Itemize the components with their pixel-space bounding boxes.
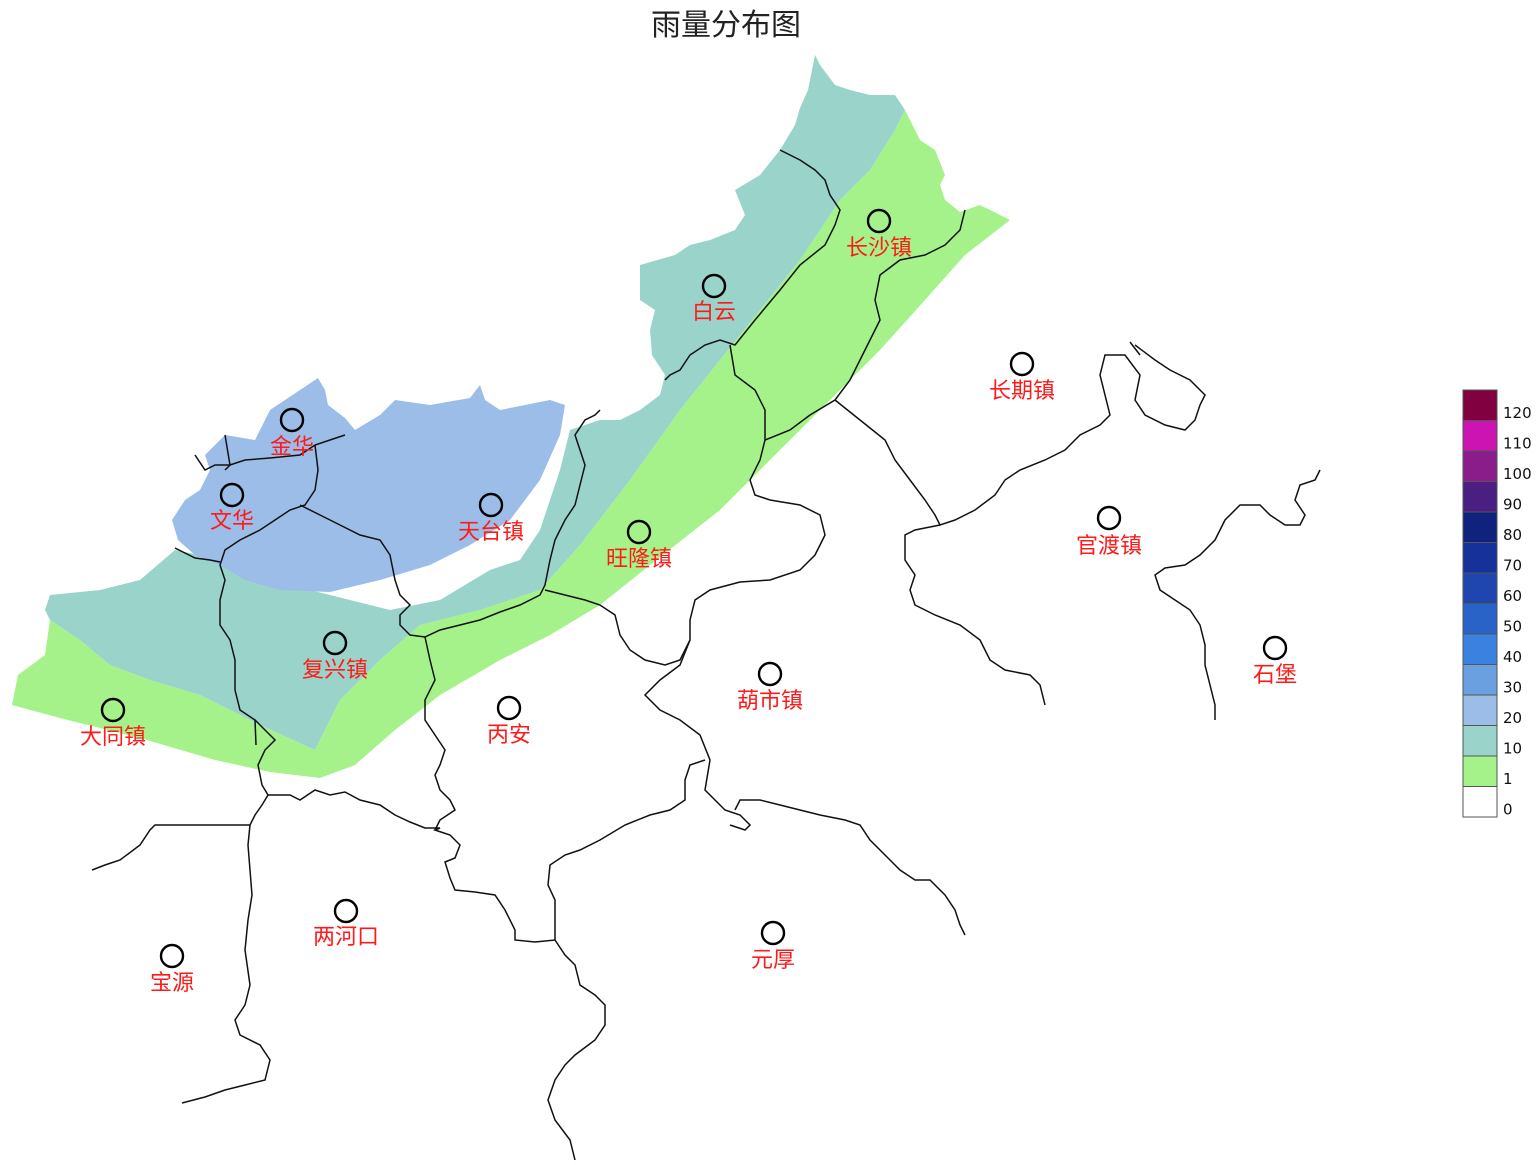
town-label-yuanhou: 元厚: [751, 948, 795, 973]
town-label-datong: 大同镇: [80, 725, 146, 750]
legend-swatch: [1462, 420, 1498, 452]
town-marker[interactable]: [626, 519, 652, 545]
town-label-jinhua: 金华: [270, 435, 314, 460]
legend-swatch: [1462, 481, 1498, 513]
legend-swatch: [1462, 511, 1498, 543]
town-label-baiyun: 白云: [692, 300, 736, 325]
legend-swatch: [1462, 664, 1498, 696]
legend-label: 90: [1503, 496, 1522, 514]
legend-swatch: [1462, 694, 1498, 726]
town-label-lianghekou: 两河口: [313, 925, 379, 950]
town-label-fuxing: 复兴镇: [302, 658, 368, 683]
town-label-wanglong: 旺隆镇: [606, 547, 672, 572]
legend-label: 80: [1503, 526, 1522, 544]
town-marker[interactable]: [219, 482, 245, 508]
legend-label: 0: [1503, 801, 1513, 819]
legend-label: 100: [1503, 465, 1532, 483]
rain-zone-green: [12, 110, 1010, 778]
legend-label: 30: [1503, 679, 1522, 697]
town-label-baoyuan: 宝源: [150, 971, 194, 996]
legend-label: 10: [1503, 740, 1522, 758]
legend-label: 1: [1503, 770, 1513, 788]
legend-label: 70: [1503, 557, 1522, 575]
town-label-hushi: 葫市镇: [737, 689, 803, 714]
town-marker[interactable]: [1096, 505, 1122, 531]
town-label-shibao: 石堡: [1253, 663, 1297, 688]
legend-swatch: [1462, 572, 1498, 604]
legend-swatch: [1462, 755, 1498, 787]
town-marker[interactable]: [322, 630, 348, 656]
town-label-changqi: 长期镇: [989, 379, 1055, 404]
legend-label: 110: [1503, 435, 1532, 453]
town-labels: 长沙镇 白云 长期镇 金华 文华 天台镇 旺隆镇 官渡镇 复兴镇 石堡 葫市镇 …: [80, 236, 1297, 996]
town-marker[interactable]: [496, 695, 522, 721]
town-markers: [100, 208, 1288, 969]
town-marker[interactable]: [478, 492, 504, 518]
town-label-wenhua: 文华: [210, 509, 254, 534]
legend-label: 60: [1503, 587, 1522, 605]
town-marker[interactable]: [760, 920, 786, 946]
town-label-bingan: 丙安: [487, 723, 531, 748]
town-marker[interactable]: [701, 273, 727, 299]
legend-label: 20: [1503, 709, 1522, 727]
town-marker[interactable]: [1262, 635, 1288, 661]
town-label-changsha: 长沙镇: [846, 236, 912, 261]
legend-label: 40: [1503, 648, 1522, 666]
town-marker[interactable]: [866, 208, 892, 234]
boundary-lines: [91, 149, 1321, 1161]
town-marker[interactable]: [757, 661, 783, 687]
legend-swatch: [1462, 725, 1498, 757]
legend-swatch: [1462, 603, 1498, 635]
legend-swatch: [1462, 786, 1498, 818]
legend-swatch: [1462, 633, 1498, 665]
town-marker[interactable]: [159, 943, 185, 969]
legend-label: 120: [1503, 404, 1532, 422]
legend-label: 50: [1503, 618, 1522, 636]
town-label-tiantai: 天台镇: [458, 520, 524, 545]
rain-zone-blue: [172, 378, 565, 592]
legend-swatch: [1462, 542, 1498, 574]
legend-swatch: [1462, 450, 1498, 482]
legend-swatch: [1462, 389, 1498, 421]
map-title: 雨量分布图: [651, 8, 801, 43]
town-marker[interactable]: [279, 407, 305, 433]
town-label-guandu: 官渡镇: [1076, 534, 1142, 559]
town-marker[interactable]: [333, 898, 359, 924]
town-marker[interactable]: [1009, 351, 1035, 377]
town-marker[interactable]: [100, 697, 126, 723]
